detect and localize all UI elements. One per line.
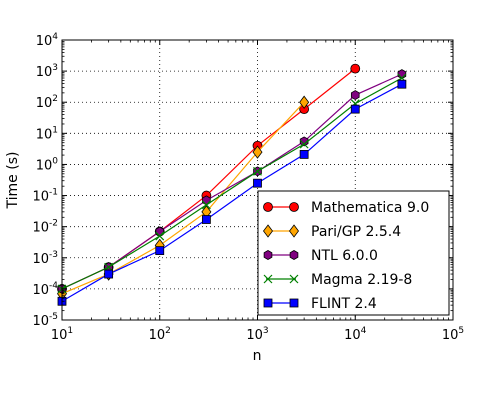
- data-point: [201, 200, 211, 210]
- series-line: [61, 77, 403, 290]
- data-point: [299, 150, 309, 159]
- x-tick-label: 101: [51, 326, 73, 343]
- x-tick-label: 105: [442, 326, 464, 343]
- legend-label: Mathematica 9.0: [311, 200, 429, 216]
- legend-entry: Pari/GP 2.5.4: [263, 224, 401, 240]
- series-line: [61, 83, 403, 302]
- legend-label: Magma 2.19-8: [311, 272, 412, 288]
- legend-entry: NTL 6.0.0: [263, 248, 378, 264]
- data-point: [350, 90, 360, 101]
- legend-label: Pari/GP 2.5.4: [311, 224, 401, 240]
- y-tick-label: 10-5: [32, 312, 58, 329]
- y-axis-label: Time (s): [5, 152, 21, 210]
- x-tick-labels: 101 102 103 104 105: [51, 326, 464, 343]
- legend-label: NTL 6.0.0: [311, 248, 378, 264]
- data-point: [201, 215, 211, 224]
- legend-marker: [289, 250, 299, 260]
- legend-entry: Mathematica 9.0: [263, 200, 429, 216]
- legend: Mathematica 9.0 Pari/GP 2.5.4 NTL 6.0.0 Mag…: [257, 190, 450, 316]
- data-point: [253, 178, 262, 188]
- legend-marker: [263, 250, 273, 260]
- y-tick-label: 101: [36, 125, 58, 142]
- series-line: [61, 101, 305, 295]
- x-tick-label: 102: [149, 326, 171, 343]
- legend-marker: [289, 224, 299, 238]
- series-3: [57, 73, 407, 294]
- x-tick-label: 103: [246, 326, 268, 343]
- data-point: [253, 166, 262, 176]
- legend-marker: [263, 274, 273, 284]
- legend-marker: [263, 202, 273, 212]
- y-tick-label: 100: [36, 156, 59, 173]
- data-point: [155, 246, 165, 256]
- y-tick-label: 10-2: [32, 219, 58, 236]
- y-tick-label: 10-3: [32, 250, 58, 267]
- legend-marker: [289, 298, 299, 308]
- axis-ticks: [61, 39, 454, 321]
- legend-entry: Magma 2.19-8: [263, 272, 412, 288]
- legend-marker: [263, 298, 273, 308]
- y-tick-label: 10-4: [32, 281, 58, 298]
- series-4: [57, 79, 407, 306]
- legend-label: FLINT 2.4: [311, 296, 377, 312]
- legend-marker: [289, 202, 299, 212]
- y-tick-labels: 10-5 10-4 10-3 10-2 10-1 100 101 102 103 104: [32, 32, 58, 329]
- legend-entry: FLINT 2.4: [263, 296, 377, 312]
- data-point: [155, 231, 165, 241]
- y-tick-label: 10-1: [32, 188, 58, 205]
- series-layer: [57, 63, 407, 306]
- series-line: [61, 73, 403, 290]
- x-axis-label: n: [253, 348, 262, 364]
- x-tick-label: 104: [344, 326, 367, 343]
- data-point: [299, 95, 310, 109]
- data-point: [350, 104, 360, 114]
- data-point: [252, 145, 263, 159]
- y-tick-label: 103: [36, 63, 58, 80]
- data-point: [104, 269, 114, 279]
- data-point: [397, 79, 407, 89]
- data-point: [350, 63, 361, 74]
- data-point: [299, 136, 309, 147]
- legend-marker: [289, 274, 299, 284]
- data-point: [299, 139, 309, 149]
- y-tick-label: 102: [36, 94, 58, 111]
- legend-marker: [263, 224, 273, 238]
- y-tick-label: 104: [36, 32, 59, 49]
